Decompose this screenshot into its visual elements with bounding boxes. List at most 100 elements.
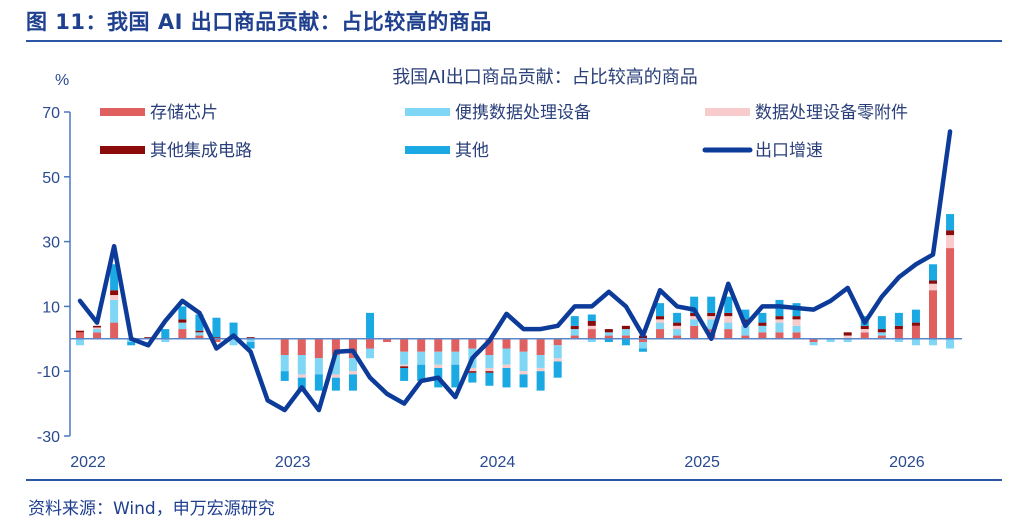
bar-segment	[348, 374, 357, 391]
bar-segment	[826, 338, 835, 343]
bar-segment	[178, 306, 187, 320]
bar-segment	[724, 316, 733, 323]
bar-segment	[280, 371, 289, 381]
bar-segment	[502, 338, 511, 349]
bar-segment	[946, 235, 955, 249]
bar-segment	[758, 312, 767, 323]
bar-segment	[229, 338, 238, 346]
bar-segment	[161, 338, 170, 343]
bar-segment	[485, 367, 494, 372]
bar-segment	[93, 332, 102, 339]
x-tick-label: 2024	[480, 454, 516, 471]
bar-segment	[536, 367, 545, 372]
bar-segment	[519, 371, 528, 375]
bar-segment	[280, 355, 289, 372]
bar-segment	[76, 330, 84, 333]
bar-segment	[911, 309, 920, 323]
bar-segment	[690, 296, 699, 313]
bar-segment	[946, 214, 955, 231]
bar-segment	[451, 364, 460, 388]
y-tick-label: -30	[37, 429, 60, 446]
bar-segment	[929, 280, 937, 284]
bar-segment	[656, 329, 665, 339]
bar-segment	[707, 312, 716, 317]
bar-segment	[758, 332, 767, 339]
bar-segment	[587, 314, 596, 321]
bar-segment	[621, 329, 630, 336]
y-tick-label: 30	[42, 235, 60, 252]
bar-segment	[911, 325, 920, 339]
bar-segment	[553, 361, 562, 378]
bar-segment	[673, 335, 682, 339]
bar-segment	[809, 338, 818, 343]
x-tick-label: 2026	[889, 454, 925, 471]
bar-segment	[707, 296, 716, 313]
bar-segment	[877, 316, 886, 330]
bar-segment	[775, 316, 784, 320]
bar-segment	[314, 338, 323, 359]
bar-segment	[468, 338, 477, 349]
title-divider	[26, 40, 1002, 42]
legend-label: 其他	[455, 141, 489, 161]
y-tick-label: 10	[42, 299, 60, 316]
x-tick-label: 2023	[275, 454, 311, 471]
bar-segment	[894, 312, 903, 326]
bar-segment	[860, 332, 869, 339]
x-tick-label: 2022	[70, 454, 106, 471]
bar-segment	[485, 338, 494, 355]
bar-segment	[110, 290, 119, 296]
bar-segment	[673, 325, 682, 330]
bar-segment	[877, 332, 886, 336]
bar-segment	[707, 316, 716, 320]
legend-label: 便携数据处理设备	[455, 103, 591, 123]
bar-segment	[587, 320, 596, 326]
bar-segment	[400, 367, 409, 381]
bar-segment	[638, 342, 647, 349]
bar-segment	[860, 329, 869, 333]
y-tick-label: 70	[42, 105, 60, 122]
bar-segment	[519, 374, 528, 388]
bar-segment	[894, 325, 903, 330]
bar-segment	[553, 345, 562, 359]
bar-segment	[946, 230, 955, 236]
legend-swatch	[405, 108, 450, 116]
bar-segment	[775, 332, 784, 339]
bar-segment	[417, 351, 426, 365]
bar-segment	[434, 364, 443, 368]
bar-segment	[400, 364, 409, 367]
y-axis-unit: %	[55, 72, 69, 89]
bar-segment	[877, 329, 886, 333]
bar-segment	[212, 337, 221, 339]
bar-segment	[195, 332, 204, 336]
bar-segment	[809, 342, 818, 346]
bar-segment	[366, 348, 375, 359]
bar-segment	[894, 329, 903, 339]
bar-segment	[468, 371, 477, 373]
bar-segment	[314, 374, 323, 391]
legend-label: 出口增速	[755, 141, 823, 161]
line-series-export-growth	[77, 129, 953, 413]
bar-segment	[76, 338, 84, 346]
bar-segment	[946, 248, 955, 339]
bar-segment	[673, 329, 682, 336]
y-tick-label: -10	[37, 364, 60, 381]
bar-segment	[621, 335, 630, 339]
bar-segment	[929, 283, 937, 291]
source-note: 资料来源：Wind，申万宏源研究	[28, 499, 275, 519]
bar-segment	[400, 338, 409, 352]
bar-segment	[673, 322, 682, 326]
bar-segment	[638, 348, 647, 352]
bar-segment	[93, 325, 102, 328]
bottom-divider	[26, 479, 1002, 481]
bar-segment	[929, 338, 937, 346]
bar-segment	[690, 312, 699, 317]
bar-segment	[246, 338, 255, 343]
legend-swatch	[100, 108, 145, 116]
bar-segment	[400, 366, 409, 368]
bar-segment	[212, 338, 221, 343]
bar-segment	[553, 338, 562, 346]
bar-segment	[366, 312, 375, 339]
bar-segment	[792, 316, 801, 320]
bar-segment	[93, 327, 102, 330]
